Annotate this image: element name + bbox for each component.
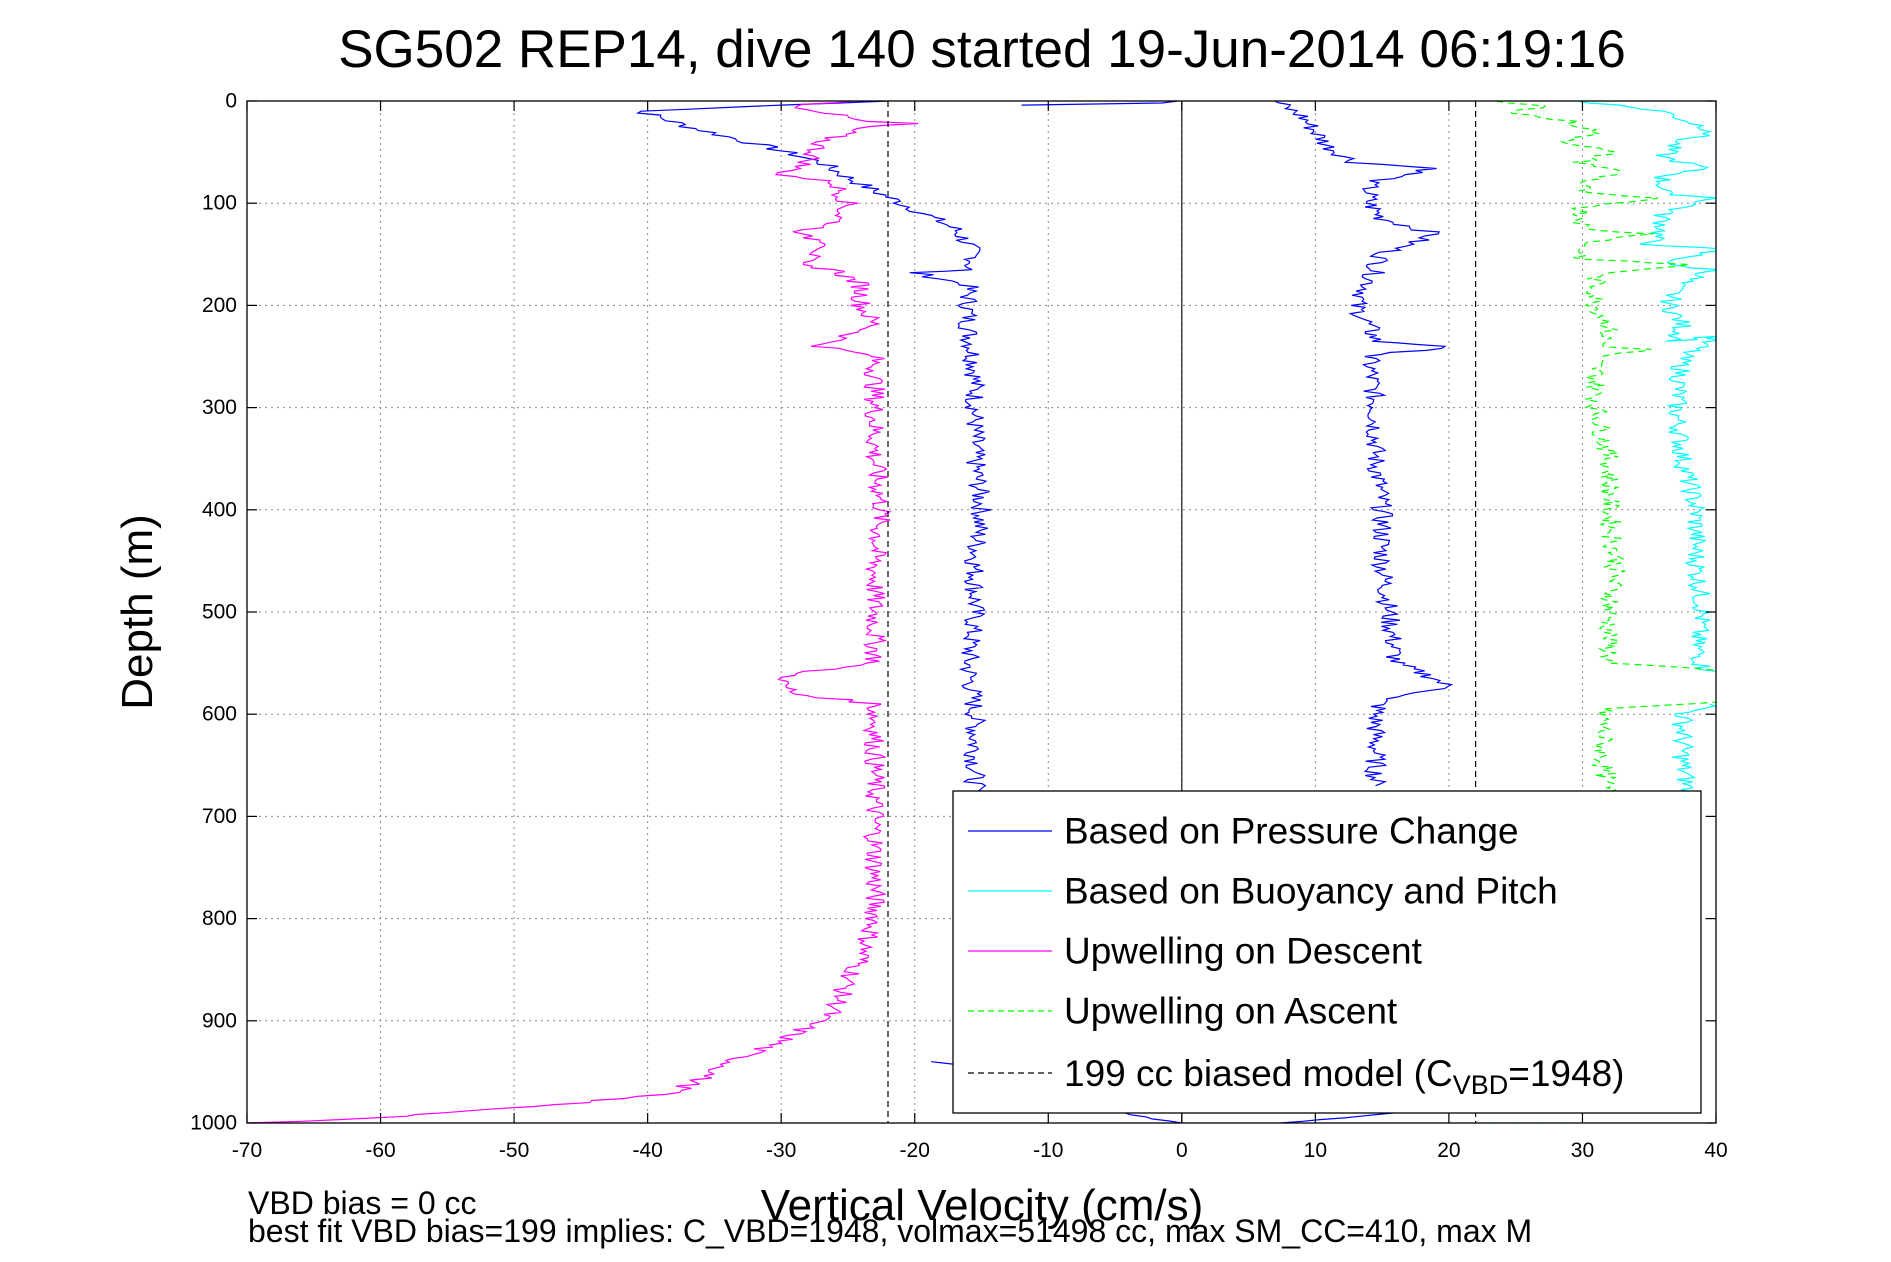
chart-title: SG502 REP14, dive 140 started 19-Jun-201… xyxy=(338,20,1626,79)
y-tick-label: 0 xyxy=(225,90,237,113)
legend-label-model: 199 cc biased model (CVBD=1948) xyxy=(1064,1053,1624,1101)
series-line-3 xyxy=(1495,101,1716,671)
tick-marks xyxy=(246,100,1717,1124)
footer-best-fit: best fit VBD bias=199 implies: C_VBD=194… xyxy=(248,1213,1532,1249)
y-tick-label: 900 xyxy=(202,1009,237,1032)
legend-model-suffix: =1948) xyxy=(1508,1053,1624,1094)
series-line-0 xyxy=(1279,1112,1396,1123)
x-tick-label: -50 xyxy=(499,1139,529,1162)
series-line-0 xyxy=(635,101,992,797)
series-line-0 xyxy=(1274,101,1454,787)
legend-label: Based on Buoyancy and Pitch xyxy=(1064,871,1558,912)
x-tick-label: -10 xyxy=(1033,1139,1063,1162)
x-axis-label: Vertical Velocity (cm/s) xyxy=(761,1181,1204,1230)
series-line-1 xyxy=(1577,101,1716,672)
legend-entries: Based on Pressure Change Based on Buoyanc… xyxy=(968,811,1558,1032)
y-tick-label: 1000 xyxy=(190,1112,237,1135)
y-tick-label: 500 xyxy=(202,601,237,624)
y-tick-label: 300 xyxy=(202,396,237,419)
x-tick-label: -60 xyxy=(365,1139,395,1162)
legend-box xyxy=(952,790,1702,1114)
y-tick-label: 100 xyxy=(202,192,237,215)
x-tick-label: 10 xyxy=(1304,1139,1327,1162)
legend-label: Based on Pressure Change xyxy=(1064,811,1519,852)
legend-model-prefix: 199 cc biased model (C xyxy=(1064,1053,1453,1094)
legend-label: Upwelling on Ascent xyxy=(1064,991,1398,1032)
y-tick-labels: 0 100 200 300 400 500 600 700 800 900 1000 xyxy=(190,90,237,1135)
y-tick-label: 700 xyxy=(202,805,237,828)
series-line-1 xyxy=(1671,703,1716,797)
x-tick-label: -70 xyxy=(232,1139,262,1162)
legend-label: Upwelling on Descent xyxy=(1064,931,1423,972)
x-tick-label: 30 xyxy=(1571,1139,1594,1162)
y-tick-label: 600 xyxy=(202,703,237,726)
x-tick-label: -30 xyxy=(766,1139,796,1162)
footer-vbd-bias: VBD bias = 0 cc xyxy=(248,1185,477,1221)
y-tick-label: 800 xyxy=(202,907,237,930)
legend: Based on Pressure Change Based on Buoyanc… xyxy=(952,790,1702,1114)
x-tick-labels: -70 -60 -50 -40 -30 -20 -10 0 10 20 30 40 xyxy=(232,1139,1728,1162)
x-tick-label: 40 xyxy=(1704,1139,1727,1162)
series-line-2 xyxy=(247,101,919,1123)
series-line-0 xyxy=(1021,101,1178,106)
y-axis-label: Depth (m) xyxy=(113,514,162,710)
y-tick-label: 400 xyxy=(202,498,237,521)
x-tick-label: -40 xyxy=(632,1139,662,1162)
x-tick-label: -20 xyxy=(900,1139,930,1162)
legend-model-subscript: VBD xyxy=(1453,1070,1509,1100)
x-tick-label: 0 xyxy=(1176,1139,1188,1162)
x-tick-label: 20 xyxy=(1437,1139,1460,1162)
y-tick-label: 200 xyxy=(202,294,237,317)
